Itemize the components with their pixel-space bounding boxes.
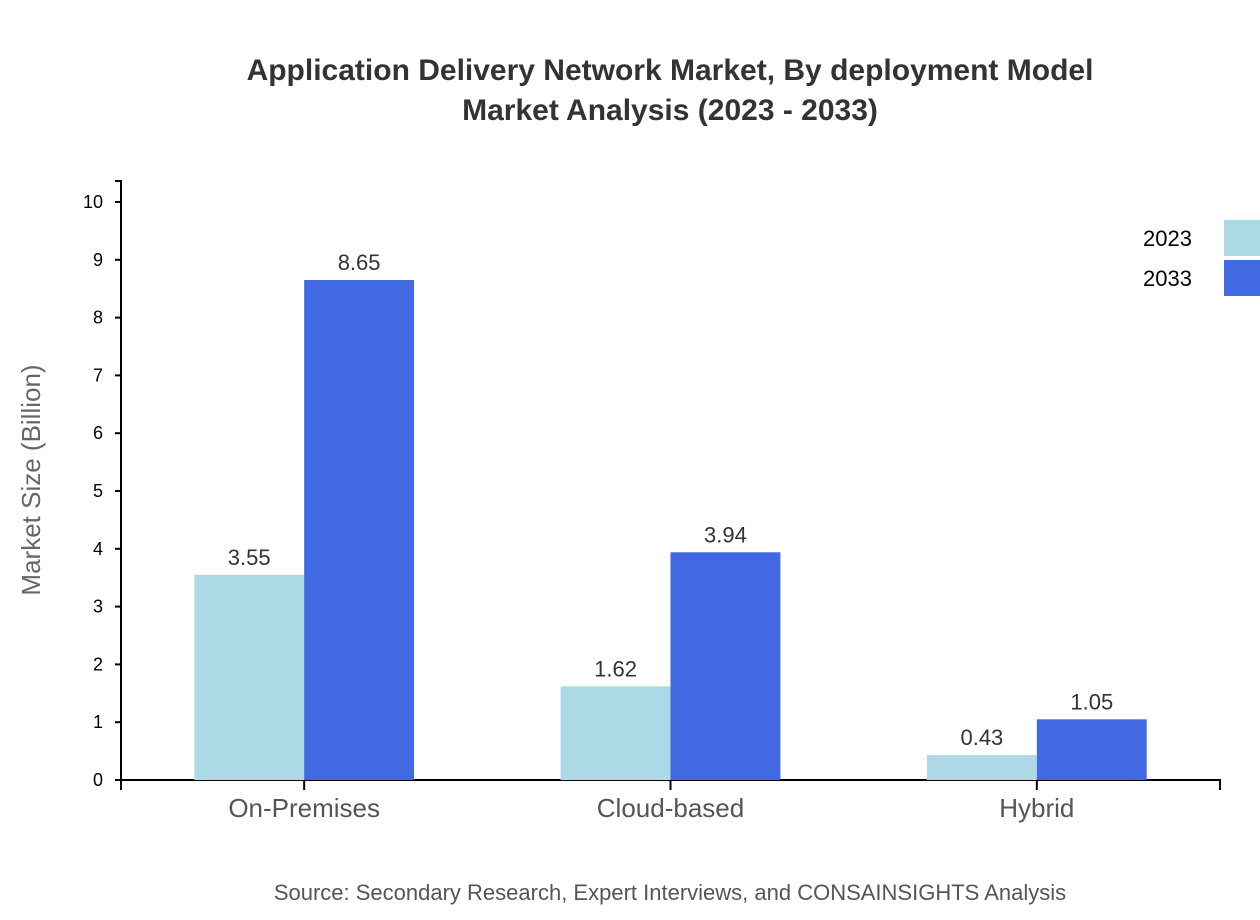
bars: 3.55 8.65 1.62 3.94 0.43 1.05 [194,250,1147,780]
source-note: Source: Secondary Research, Expert Inter… [274,880,1066,905]
y-tick-label: 9 [93,250,103,270]
data-label: 1.62 [594,656,637,681]
x-tick-label: Cloud-based [597,793,744,823]
legend-label: 2033 [1143,266,1192,291]
data-label: 3.55 [228,545,271,570]
legend: 2023 2033 [1143,220,1260,296]
y-tick-label: 1 [93,712,103,732]
bar-2023-cloud-based [560,686,671,780]
x-tick-label: On-Premises [228,793,380,823]
y-tick-label: 10 [83,192,103,212]
y-axis-label: Market Size (Billion) [16,364,46,595]
y-axis-line [115,180,122,780]
data-label: 3.94 [704,522,747,547]
chart-subtitle: Market Analysis (2023 - 2033) [462,94,878,127]
x-tick-label: Hybrid [999,793,1074,823]
bar-2023-on-premises [194,574,305,780]
x-axis: On-Premises Cloud-based Hybrid [120,779,1221,823]
data-label: 8.65 [338,250,381,275]
y-axis: 0 1 2 3 4 5 6 7 8 9 10 [83,180,122,790]
data-label: 0.43 [960,725,1003,750]
legend-swatch-2033 [1224,260,1260,296]
y-tick-label: 2 [93,654,103,674]
chart-title: Application Delivery Network Market, By … [247,54,1094,87]
bar-2033-on-premises [304,280,415,780]
y-tick-label: 8 [93,308,103,328]
bar-2023-hybrid [926,755,1037,780]
y-tick-label: 7 [93,365,103,385]
legend-swatch-2023 [1224,220,1260,256]
legend-label: 2023 [1143,226,1192,251]
y-tick-label: 4 [93,539,103,559]
bar-2033-cloud-based [670,552,781,780]
y-tick-label: 5 [93,481,103,501]
bar-2033-hybrid [1036,719,1147,780]
data-label: 1.05 [1070,689,1113,714]
y-tick-label: 0 [93,770,103,790]
y-tick-label: 6 [93,423,103,443]
y-tick-label: 3 [93,597,103,617]
